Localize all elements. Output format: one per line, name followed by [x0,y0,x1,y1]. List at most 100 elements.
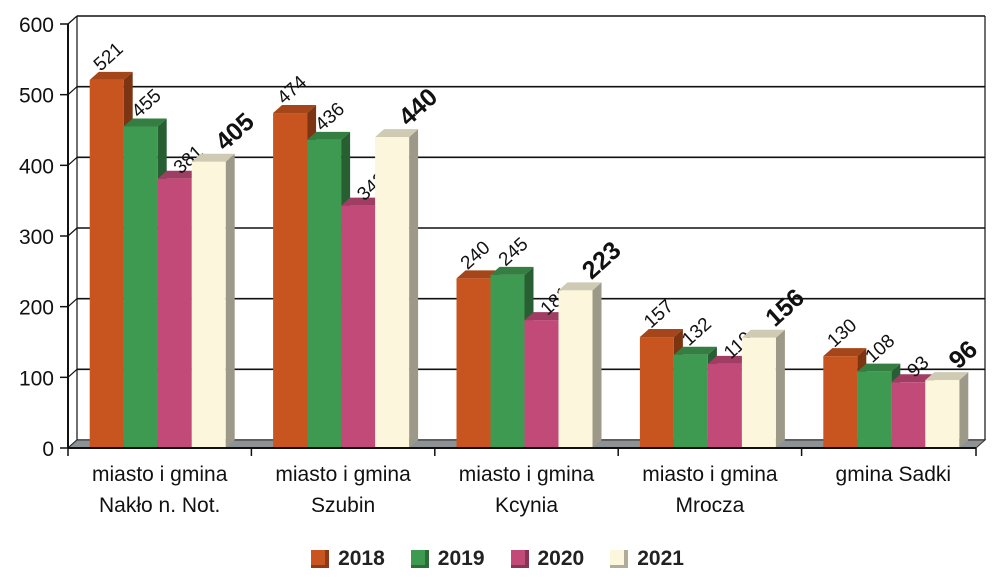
y-tick-label: 300 [19,226,54,249]
y-tick-label: 200 [19,297,54,320]
data-label-2019: 436 [311,99,349,136]
data-label-2021: 156 [760,283,810,332]
bar-top [307,131,351,140]
bar-2021-0 [191,153,235,449]
bar-top [191,153,235,162]
legend-label-2021: 2021 [637,547,684,570]
legend-swatch-2021 [610,550,629,568]
bar-top [558,282,602,291]
y-tick-label: 400 [19,155,54,178]
bar-top [456,270,500,279]
legend-item-2020: 2020 [510,547,585,571]
bar-top [490,266,534,275]
bar-front [157,178,192,448]
bar-front [891,382,926,448]
data-label-2019: 455 [128,85,166,122]
gridline-diag-300 [67,227,78,237]
legend: 2018 2019 2020 2021 [0,546,995,572]
data-label-2019: 108 [862,331,900,368]
data-label-2019: 132 [678,314,716,351]
legend-swatch-2019 [410,550,429,568]
x-tick-label: Kcynia [495,494,558,517]
bar-front [823,356,858,448]
legend-item-2019: 2019 [410,547,485,571]
bar-top [123,118,167,127]
bar-side [592,282,602,448]
data-label-2018: 130 [824,315,862,352]
gridline-diag-200 [67,298,78,308]
bar-front [89,79,124,449]
legend-label-2020: 2020 [537,547,585,570]
bar-2021-4 [925,372,969,448]
bar-front [707,363,742,448]
legend-label-2018: 2018 [338,547,385,570]
bar-top [639,329,683,338]
bar-top [891,374,935,383]
bar-side [225,153,235,449]
bar-front [857,371,892,448]
y-tick-label: 500 [19,85,54,108]
data-label-2021: 223 [577,236,627,285]
legend-swatch-2018 [311,550,330,568]
bar-top [341,197,385,206]
bar-top [857,363,901,372]
x-tick-label: miasto i gmina [92,463,228,486]
x-tick-label: miasto i gmina [642,463,778,486]
bar-top [673,346,717,355]
bar-front [123,126,158,448]
bar-side [409,129,419,449]
bar-top [375,129,419,138]
bar-front [673,354,708,448]
bar-front [639,337,674,448]
bar-front [925,380,960,448]
legend-item-2018: 2018 [311,547,385,571]
y-tick-label: 0 [42,438,54,461]
legend-item-2021: 2021 [610,547,684,571]
bar-front [375,137,410,449]
bar-front [273,113,308,448]
bar-front [341,205,376,448]
x-tick-label: miasto i gmina [459,463,595,486]
gridline-diag-400 [67,156,78,166]
bar-front [191,161,226,449]
x-tick-label: Nakło n. Not. [99,494,220,517]
bar-top [273,105,317,114]
bar-top [925,372,969,381]
x-tick-label: miasto i gmina [275,463,411,486]
data-label-2019: 245 [495,234,533,271]
y-tick-label: 600 [19,14,54,37]
bar-side [775,329,785,448]
bar-top [89,71,133,80]
bar-side [959,372,969,448]
bar-front [558,290,593,448]
bar-front [741,337,776,448]
data-label-2021: 440 [393,83,443,132]
bar-2021-2 [558,282,602,448]
x-tick-label: Mrocza [675,494,744,517]
data-label-2018: 521 [90,39,128,76]
gridline-diag-100 [67,368,78,378]
data-label-2018: 474 [273,72,311,109]
bar-top [707,355,751,364]
y-tick-label: 100 [19,367,54,390]
legend-label-2019: 2019 [437,547,485,570]
x-tick-label: gmina Sadki [836,463,952,486]
data-label-2018: 240 [457,237,495,274]
bar-2021-1 [375,129,419,449]
bar-front [307,139,342,449]
data-label-2021: 405 [210,107,260,156]
bar-front [456,278,491,448]
data-label-2018: 157 [640,296,678,333]
legend-swatch-2020 [510,550,529,568]
bar-front [524,320,559,448]
bar-top [157,170,201,179]
bar-top [524,312,568,321]
bar-top [823,348,867,357]
gridline-diag-500 [67,86,78,96]
x-tick-label: Szubin [311,494,375,517]
bar-front [490,274,525,448]
bar-top [741,329,785,338]
gridline-diag-600 [67,15,78,25]
bar-2021-3 [741,329,785,448]
